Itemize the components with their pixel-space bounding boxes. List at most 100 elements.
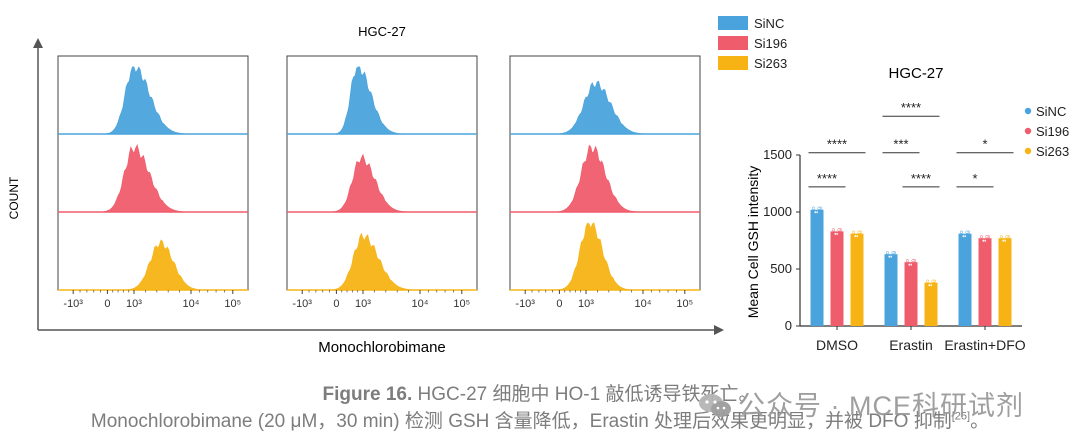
bar-x-tick-label: Erastin xyxy=(889,337,933,353)
bar-legend-marker-si196 xyxy=(1024,127,1032,135)
flow-x-label: Monochlorobimane xyxy=(318,339,446,356)
watermark: 公众号 · MCE科研试剂 xyxy=(698,384,1024,423)
significance-label: **** xyxy=(827,137,847,152)
bar-si263-dmso xyxy=(850,233,864,326)
flow-x-tick-label: -10³ xyxy=(292,298,312,310)
flow-panels: -10³ 0 10³ 10⁴ 10⁵ -10³ 0 10³ 10⁴ 10⁵ -10³ 0 10³ 10⁴ 1… xyxy=(57,55,701,310)
replicate-point xyxy=(931,279,935,283)
replicate-point xyxy=(811,206,816,210)
flow-y-arrow-icon xyxy=(33,38,43,48)
bar-x-tick-label: Erastin+DFO xyxy=(944,337,1025,353)
caption-text: Monochlorobimane (20 μM，30 min) 检测 GSH 含… xyxy=(90,411,952,432)
legend-swatch-si263 xyxy=(718,56,748,70)
significance-label: * xyxy=(982,137,987,152)
histogram-sinc-panel-2 xyxy=(287,66,477,135)
flow-x-tick-label: 10⁵ xyxy=(453,298,470,310)
caption-title: HGC-27 细胞中 HO-1 敲低诱导铁死亡。 xyxy=(412,384,758,405)
flow-histogram-figure: HGC-27 COUNT Monochlorobimane -10³ 0 10³ 10… xyxy=(7,24,724,356)
replicate-point xyxy=(1005,235,1009,239)
replicate-point xyxy=(961,234,966,238)
legend-label-sinc: SiNC xyxy=(754,16,784,31)
flow-x-tick-label: 10⁵ xyxy=(224,298,241,310)
replicate-point xyxy=(833,232,838,236)
histogram-sinc-panel-3 xyxy=(510,80,700,135)
flow-panel-1: -10³ 0 10³ 10⁴ 10⁵ xyxy=(57,55,249,310)
bar-legend-marker-sinc xyxy=(1024,107,1032,115)
bar-sinc-erastin xyxy=(884,254,898,326)
caption-line-2: Monochlorobimane (20 μM，30 min) 检测 GSH 含… xyxy=(0,406,1080,433)
bar-y-tick-label: 1500 xyxy=(763,147,792,162)
legend-swatch-sinc xyxy=(718,16,748,30)
flow-y-label: COUNT xyxy=(7,176,21,219)
replicate-point xyxy=(907,263,912,267)
flow-x-tick-label: 10³ xyxy=(578,298,594,310)
flow-panel-3: -10³ 0 10³ 10⁴ 10⁵ xyxy=(509,55,701,310)
histogram-sinc-panel-1 xyxy=(58,66,248,135)
bar-si196-dmso xyxy=(830,231,844,326)
bar-marks: DMSO Erastin Erastin+DFO xyxy=(810,206,1026,353)
histogram-si196-panel-2 xyxy=(287,153,477,213)
replicate-point xyxy=(813,210,818,214)
flow-x-tick-label: 10⁴ xyxy=(635,298,652,310)
bar-si196-erastin-dfo xyxy=(978,238,992,326)
histogram-si263-panel-1 xyxy=(58,239,248,291)
replicate-point xyxy=(927,283,932,287)
bar-legend-label-sinc: SiNC xyxy=(1036,104,1066,119)
flow-x-tick-label: 0 xyxy=(556,298,562,310)
flow-x-tick-label: 0 xyxy=(333,298,339,310)
flow-title: HGC-27 xyxy=(358,24,406,39)
flow-x-arrow-icon xyxy=(714,325,724,335)
replicate-point xyxy=(911,259,915,263)
replicate-point xyxy=(885,251,890,255)
bar-y-tick-label: 500 xyxy=(770,261,792,276)
replicate-point xyxy=(979,235,984,239)
flow-panel-frame xyxy=(286,55,478,291)
flow-panel-2: -10³ 0 10³ 10⁴ 10⁵ xyxy=(286,55,478,310)
replicate-point xyxy=(891,251,895,255)
bar-x-tick-label: DMSO xyxy=(816,337,858,353)
caption-end: 。 xyxy=(970,411,990,432)
bar-y-label: Mean Cell GSH intensity xyxy=(745,166,761,319)
replicate-point xyxy=(959,230,964,234)
histogram-si263-panel-2 xyxy=(287,232,477,291)
replicate-point xyxy=(1001,239,1006,243)
bar-legend: SiNC Si196 Si263 xyxy=(1024,104,1069,159)
bar-y-tick-label: 1000 xyxy=(763,204,792,219)
bar-legend-marker-si263 xyxy=(1024,147,1032,155)
replicate-point xyxy=(831,228,836,232)
replicate-point xyxy=(887,255,892,259)
replicate-point xyxy=(981,239,986,243)
flow-x-tick-label: 0 xyxy=(104,298,110,310)
legend-label-si263: Si263 xyxy=(754,56,787,71)
flow-x-tick-label: 10⁵ xyxy=(676,298,693,310)
caption-figure-number: Figure 16. xyxy=(322,384,413,405)
significance-annotations: ********************* xyxy=(808,100,1014,188)
replicate-point xyxy=(837,228,841,232)
replicate-point xyxy=(853,234,858,238)
replicate-point xyxy=(851,230,856,234)
flow-x-tick-label: -10³ xyxy=(63,298,83,310)
bar-si196-erastin xyxy=(904,262,918,326)
flow-x-tick-label: 10⁴ xyxy=(183,298,200,310)
replicate-point xyxy=(857,230,861,234)
wechat-icon xyxy=(699,394,731,417)
replicate-point xyxy=(965,230,969,234)
top-legend: SiNC Si196 Si263 xyxy=(718,16,787,71)
caption-line-1: Figure 16. HGC-27 细胞中 HO-1 敲低诱导铁死亡。 xyxy=(0,379,1080,406)
replicate-point xyxy=(999,235,1004,239)
histogram-si263-panel-3 xyxy=(510,222,700,291)
bar-chart-title: HGC-27 xyxy=(888,65,943,82)
bar-y-tick-label: 0 xyxy=(785,318,792,333)
significance-label: **** xyxy=(911,171,931,186)
replicate-point xyxy=(905,259,910,263)
significance-label: **** xyxy=(817,171,837,186)
bar-chart: HGC-27 Mean Cell GSH intensity 0 500 1000 1… xyxy=(745,65,1069,353)
bar-sinc-dmso xyxy=(810,209,824,326)
histogram-si196-panel-1 xyxy=(58,144,248,213)
replicate-point xyxy=(925,279,930,283)
bar-legend-label-si263: Si263 xyxy=(1036,144,1069,159)
histogram-si196-panel-3 xyxy=(510,144,700,213)
flow-x-tick-label: 10³ xyxy=(355,298,371,310)
bar-legend-label-si196: Si196 xyxy=(1036,124,1069,139)
legend-label-si196: Si196 xyxy=(754,36,787,51)
